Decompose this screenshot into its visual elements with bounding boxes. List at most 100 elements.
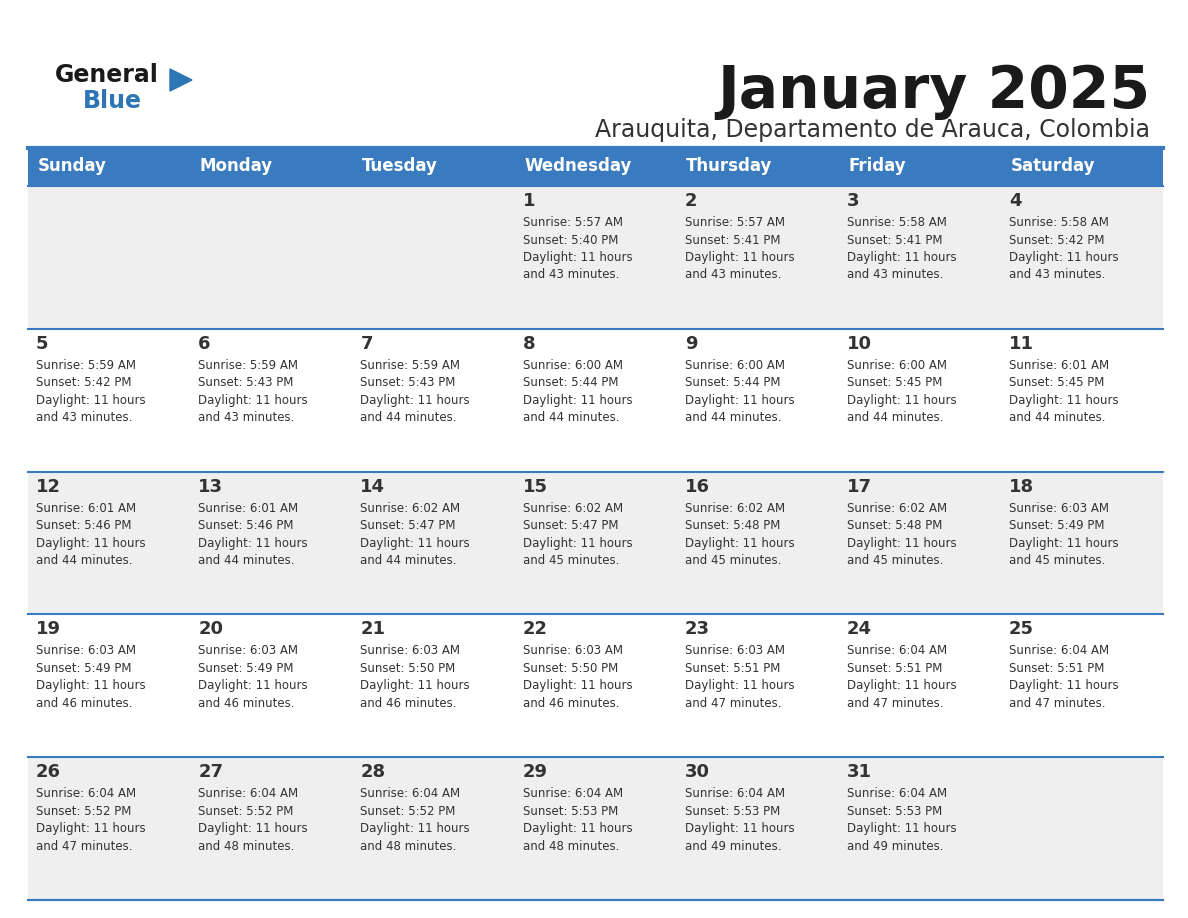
Text: 17: 17 bbox=[847, 477, 872, 496]
Text: Sunrise: 6:04 AM: Sunrise: 6:04 AM bbox=[523, 788, 623, 800]
Text: and 45 minutes.: and 45 minutes. bbox=[684, 554, 781, 567]
Text: Sunset: 5:48 PM: Sunset: 5:48 PM bbox=[684, 519, 781, 532]
Text: Daylight: 11 hours: Daylight: 11 hours bbox=[847, 251, 956, 264]
Text: and 49 minutes.: and 49 minutes. bbox=[684, 840, 782, 853]
Text: Sunrise: 5:57 AM: Sunrise: 5:57 AM bbox=[523, 216, 623, 229]
Text: Daylight: 11 hours: Daylight: 11 hours bbox=[523, 394, 632, 407]
Text: Sunrise: 6:04 AM: Sunrise: 6:04 AM bbox=[1009, 644, 1110, 657]
Text: Sunset: 5:42 PM: Sunset: 5:42 PM bbox=[36, 376, 132, 389]
Text: and 44 minutes.: and 44 minutes. bbox=[684, 411, 782, 424]
Text: Arauquita, Departamento de Arauca, Colombia: Arauquita, Departamento de Arauca, Colom… bbox=[595, 118, 1150, 142]
Text: and 47 minutes.: and 47 minutes. bbox=[847, 697, 943, 710]
Text: Sunset: 5:53 PM: Sunset: 5:53 PM bbox=[523, 805, 618, 818]
Bar bbox=[29, 329, 1163, 472]
Text: 23: 23 bbox=[684, 621, 709, 638]
Text: Sunset: 5:42 PM: Sunset: 5:42 PM bbox=[1009, 233, 1105, 247]
Text: Sunset: 5:53 PM: Sunset: 5:53 PM bbox=[847, 805, 942, 818]
Text: Wednesday: Wednesday bbox=[524, 157, 632, 175]
Text: Sunrise: 6:02 AM: Sunrise: 6:02 AM bbox=[360, 501, 461, 515]
Bar bbox=[29, 614, 1163, 757]
Text: 1: 1 bbox=[523, 192, 535, 210]
Text: Daylight: 11 hours: Daylight: 11 hours bbox=[360, 394, 470, 407]
Text: and 43 minutes.: and 43 minutes. bbox=[36, 411, 133, 424]
Text: Sunset: 5:41 PM: Sunset: 5:41 PM bbox=[847, 233, 942, 247]
Text: Sunrise: 6:00 AM: Sunrise: 6:00 AM bbox=[684, 359, 785, 372]
Text: Sunset: 5:45 PM: Sunset: 5:45 PM bbox=[847, 376, 942, 389]
Text: and 46 minutes.: and 46 minutes. bbox=[523, 697, 619, 710]
Text: Thursday: Thursday bbox=[687, 157, 772, 175]
Text: and 43 minutes.: and 43 minutes. bbox=[684, 268, 781, 282]
Text: Sunset: 5:48 PM: Sunset: 5:48 PM bbox=[847, 519, 942, 532]
Bar bbox=[29, 186, 1163, 329]
Text: 8: 8 bbox=[523, 335, 535, 353]
Text: 15: 15 bbox=[523, 477, 548, 496]
Text: 24: 24 bbox=[847, 621, 872, 638]
Text: 2: 2 bbox=[684, 192, 697, 210]
Text: Sunrise: 5:57 AM: Sunrise: 5:57 AM bbox=[684, 216, 785, 229]
Text: Daylight: 11 hours: Daylight: 11 hours bbox=[684, 394, 795, 407]
Text: Daylight: 11 hours: Daylight: 11 hours bbox=[36, 537, 146, 550]
Text: and 44 minutes.: and 44 minutes. bbox=[1009, 411, 1106, 424]
Text: Daylight: 11 hours: Daylight: 11 hours bbox=[360, 679, 470, 692]
Text: and 44 minutes.: and 44 minutes. bbox=[36, 554, 133, 567]
Text: Sunrise: 6:03 AM: Sunrise: 6:03 AM bbox=[36, 644, 137, 657]
Bar bbox=[353, 148, 514, 186]
Text: Sunset: 5:44 PM: Sunset: 5:44 PM bbox=[684, 376, 781, 389]
Text: Sunset: 5:49 PM: Sunset: 5:49 PM bbox=[1009, 519, 1105, 532]
Text: 21: 21 bbox=[360, 621, 385, 638]
Text: Sunset: 5:44 PM: Sunset: 5:44 PM bbox=[523, 376, 618, 389]
Text: Daylight: 11 hours: Daylight: 11 hours bbox=[198, 537, 308, 550]
Text: Daylight: 11 hours: Daylight: 11 hours bbox=[684, 537, 795, 550]
Text: Daylight: 11 hours: Daylight: 11 hours bbox=[523, 251, 632, 264]
Text: and 43 minutes.: and 43 minutes. bbox=[847, 268, 943, 282]
Text: Sunset: 5:40 PM: Sunset: 5:40 PM bbox=[523, 233, 618, 247]
Text: 25: 25 bbox=[1009, 621, 1034, 638]
Text: 3: 3 bbox=[847, 192, 859, 210]
Text: Sunset: 5:43 PM: Sunset: 5:43 PM bbox=[360, 376, 456, 389]
Polygon shape bbox=[170, 69, 192, 91]
Text: Daylight: 11 hours: Daylight: 11 hours bbox=[684, 251, 795, 264]
Text: 14: 14 bbox=[360, 477, 385, 496]
Text: 27: 27 bbox=[198, 763, 223, 781]
Text: Sunrise: 6:04 AM: Sunrise: 6:04 AM bbox=[847, 788, 947, 800]
Text: and 45 minutes.: and 45 minutes. bbox=[523, 554, 619, 567]
Text: 30: 30 bbox=[684, 763, 709, 781]
Text: Sunset: 5:52 PM: Sunset: 5:52 PM bbox=[360, 805, 456, 818]
Text: Daylight: 11 hours: Daylight: 11 hours bbox=[684, 679, 795, 692]
Text: 6: 6 bbox=[198, 335, 210, 353]
Text: Daylight: 11 hours: Daylight: 11 hours bbox=[847, 679, 956, 692]
Text: 19: 19 bbox=[36, 621, 61, 638]
Text: Sunrise: 5:58 AM: Sunrise: 5:58 AM bbox=[847, 216, 947, 229]
Text: Sunrise: 6:00 AM: Sunrise: 6:00 AM bbox=[523, 359, 623, 372]
Text: Sunrise: 6:02 AM: Sunrise: 6:02 AM bbox=[523, 501, 623, 515]
Text: and 44 minutes.: and 44 minutes. bbox=[523, 411, 619, 424]
Text: Sunrise: 6:01 AM: Sunrise: 6:01 AM bbox=[198, 501, 298, 515]
Bar bbox=[839, 148, 1000, 186]
Text: Daylight: 11 hours: Daylight: 11 hours bbox=[198, 394, 308, 407]
Text: Sunset: 5:53 PM: Sunset: 5:53 PM bbox=[684, 805, 781, 818]
Text: 11: 11 bbox=[1009, 335, 1034, 353]
Text: Sunrise: 6:03 AM: Sunrise: 6:03 AM bbox=[684, 644, 785, 657]
Text: Daylight: 11 hours: Daylight: 11 hours bbox=[360, 537, 470, 550]
Text: 7: 7 bbox=[360, 335, 373, 353]
Text: Sunset: 5:47 PM: Sunset: 5:47 PM bbox=[523, 519, 618, 532]
Text: Sunrise: 6:04 AM: Sunrise: 6:04 AM bbox=[360, 788, 461, 800]
Text: 26: 26 bbox=[36, 763, 61, 781]
Text: 4: 4 bbox=[1009, 192, 1022, 210]
Text: 31: 31 bbox=[847, 763, 872, 781]
Text: Sunrise: 6:03 AM: Sunrise: 6:03 AM bbox=[523, 644, 623, 657]
Text: Daylight: 11 hours: Daylight: 11 hours bbox=[1009, 251, 1119, 264]
Text: and 48 minutes.: and 48 minutes. bbox=[360, 840, 456, 853]
Text: Daylight: 11 hours: Daylight: 11 hours bbox=[684, 823, 795, 835]
Text: Sunrise: 6:00 AM: Sunrise: 6:00 AM bbox=[847, 359, 947, 372]
Text: Daylight: 11 hours: Daylight: 11 hours bbox=[523, 823, 632, 835]
Text: Daylight: 11 hours: Daylight: 11 hours bbox=[523, 679, 632, 692]
Text: and 43 minutes.: and 43 minutes. bbox=[198, 411, 295, 424]
Text: 10: 10 bbox=[847, 335, 872, 353]
Text: and 46 minutes.: and 46 minutes. bbox=[360, 697, 457, 710]
Text: Friday: Friday bbox=[848, 157, 906, 175]
Text: Sunrise: 6:03 AM: Sunrise: 6:03 AM bbox=[360, 644, 461, 657]
Text: Daylight: 11 hours: Daylight: 11 hours bbox=[36, 823, 146, 835]
Bar bbox=[29, 757, 1163, 900]
Text: 9: 9 bbox=[684, 335, 697, 353]
